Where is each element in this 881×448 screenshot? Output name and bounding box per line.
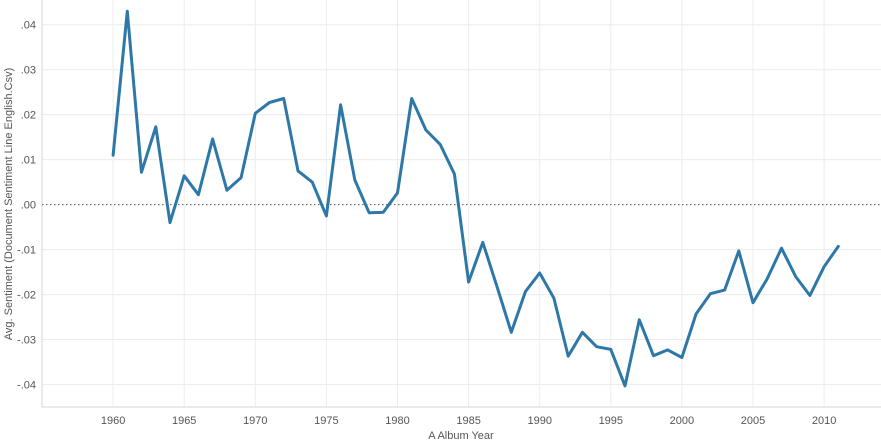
series-line (111, 9, 840, 388)
y-tick-label: -.04 (17, 380, 36, 392)
y-tick-label: -.03 (17, 335, 36, 347)
y-tick-label: .02 (21, 110, 36, 122)
x-tick-label: 1970 (243, 415, 267, 427)
x-tick-label: 1980 (385, 415, 409, 427)
x-tick-labels: 1960 1965 1970 1975 1980 1985 1990 1995 2000 2005… (101, 415, 837, 427)
gridlines (42, 0, 881, 407)
x-tick-label: 2000 (670, 415, 694, 427)
y-tick-label: .03 (21, 65, 36, 77)
y-tick-label: .04 (21, 20, 36, 32)
x-tick-label: 1985 (456, 415, 480, 427)
y-tick-label: .01 (21, 155, 36, 167)
x-tick-label: 1960 (101, 415, 125, 427)
x-tick-label: 1990 (527, 415, 551, 427)
y-tick-label: .00 (21, 200, 36, 212)
x-tick-label: 1975 (314, 415, 338, 427)
x-tick-label: 1965 (172, 415, 196, 427)
series-group (111, 9, 840, 388)
y-tick-label: -.02 (17, 290, 36, 302)
axes (41, 0, 881, 408)
x-axis-title: A Album Year (428, 430, 494, 442)
y-tick-label: -.01 (17, 245, 36, 257)
x-tick-label: 2010 (812, 415, 836, 427)
y-tick-labels: .04 .03 .02 .01 .00 -.01 -.02 -.03 -.04 (17, 20, 36, 392)
x-tick-label: 1995 (599, 415, 623, 427)
x-tick-label: 2005 (741, 415, 765, 427)
y-axis-title: Avg. Sentiment (Document Sentiment Line … (3, 68, 15, 340)
